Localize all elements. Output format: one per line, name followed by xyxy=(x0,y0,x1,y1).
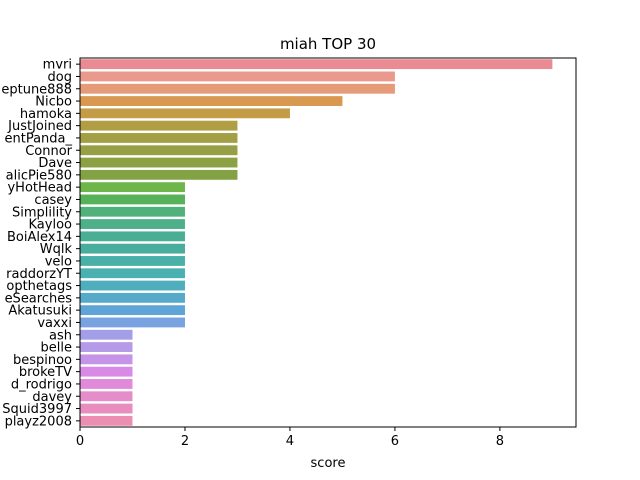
y-tick-label-25: brokeTV xyxy=(19,365,72,380)
bar-3 xyxy=(80,96,343,106)
y-tick-label-7: Connor xyxy=(25,144,72,159)
y-tick-label-16: velo xyxy=(45,254,72,269)
bar-27 xyxy=(80,391,133,402)
bar-12 xyxy=(80,206,185,217)
x-tick-label-3: 6 xyxy=(391,434,399,449)
bar-29 xyxy=(80,415,133,426)
y-tick-label-2: eptune888 xyxy=(1,82,72,97)
bar-0 xyxy=(80,59,553,70)
y-tick-label-8: Dave xyxy=(38,156,72,171)
y-tick-label-18: opthetags xyxy=(6,279,72,294)
bar-23 xyxy=(80,342,133,352)
x-tick-label-2: 4 xyxy=(286,434,294,449)
y-tick-label-15: Wqlk xyxy=(40,242,73,257)
bar-11 xyxy=(80,194,185,205)
y-tick-label-5: JustJoined xyxy=(7,119,72,134)
y-tick-label-3: Nicbo xyxy=(35,95,72,110)
bar-22 xyxy=(80,329,133,340)
bar-19 xyxy=(80,292,185,303)
bar-16 xyxy=(80,256,185,266)
bar-14 xyxy=(80,231,185,242)
bar-9 xyxy=(80,169,238,180)
x-tick-label-4: 8 xyxy=(496,434,504,449)
chart-title: miah TOP 30 xyxy=(280,35,376,53)
bar-20 xyxy=(80,305,185,316)
bar-10 xyxy=(80,182,185,193)
y-tick-label-0: mvri xyxy=(43,58,72,73)
y-tick-label-26: d_rodrigo xyxy=(11,377,72,392)
x-axis-label: score xyxy=(311,456,346,471)
bar-17 xyxy=(80,268,185,279)
y-tick-label-27: davey xyxy=(32,390,72,405)
bar-7 xyxy=(80,145,238,156)
bar-26 xyxy=(80,379,133,389)
y-tick-label-17: raddorzYT xyxy=(6,267,72,282)
bar-28 xyxy=(80,403,133,414)
y-tick-label-29: playz2008 xyxy=(5,414,72,429)
y-tick-label-22: ash xyxy=(49,328,72,343)
bar-13 xyxy=(80,219,185,229)
bar-1 xyxy=(80,71,395,82)
bar-21 xyxy=(80,317,185,328)
x-ticks: 0 2 4 6 8 xyxy=(76,427,504,449)
y-tick-label-20: Akatusuki xyxy=(8,304,72,319)
plot-frame xyxy=(79,57,577,428)
bar-25 xyxy=(80,366,133,377)
y-tick-label-21: vaxxi xyxy=(37,316,72,331)
bar-15 xyxy=(80,243,185,254)
bar-18 xyxy=(80,280,185,291)
y-tick-label-6: entPanda_ xyxy=(4,131,72,146)
y-tick-label-4: hamoka xyxy=(20,107,72,122)
y-tick-label-19: eSearches xyxy=(5,291,73,306)
y-tick-label-13: Kayloo xyxy=(29,218,73,233)
y-tick-label-23: belle xyxy=(41,341,72,356)
bar-5 xyxy=(80,120,238,131)
y-tick-label-1: dog xyxy=(48,70,72,85)
bar-4 xyxy=(80,108,290,119)
bar-6 xyxy=(80,133,238,143)
y-tick-labels: mvridogeptune888NicbohamokaJustJoinedent… xyxy=(1,58,80,429)
y-tick-label-10: yHotHead xyxy=(7,181,72,196)
y-tick-label-14: BoiAlex14 xyxy=(7,230,72,245)
y-tick-label-12: Simplility xyxy=(12,205,72,220)
y-tick-label-11: casey xyxy=(34,193,72,208)
y-tick-label-9: alicPie580 xyxy=(6,168,72,183)
bar-8 xyxy=(80,157,238,168)
x-tick-label-1: 2 xyxy=(181,434,189,449)
bars-group xyxy=(80,59,553,426)
bar-24 xyxy=(80,354,133,365)
x-tick-label-0: 0 xyxy=(76,434,84,449)
bar-2 xyxy=(80,83,395,94)
y-tick-label-24: bespinoo xyxy=(13,353,72,368)
y-tick-label-28: Squid3997 xyxy=(2,402,72,417)
